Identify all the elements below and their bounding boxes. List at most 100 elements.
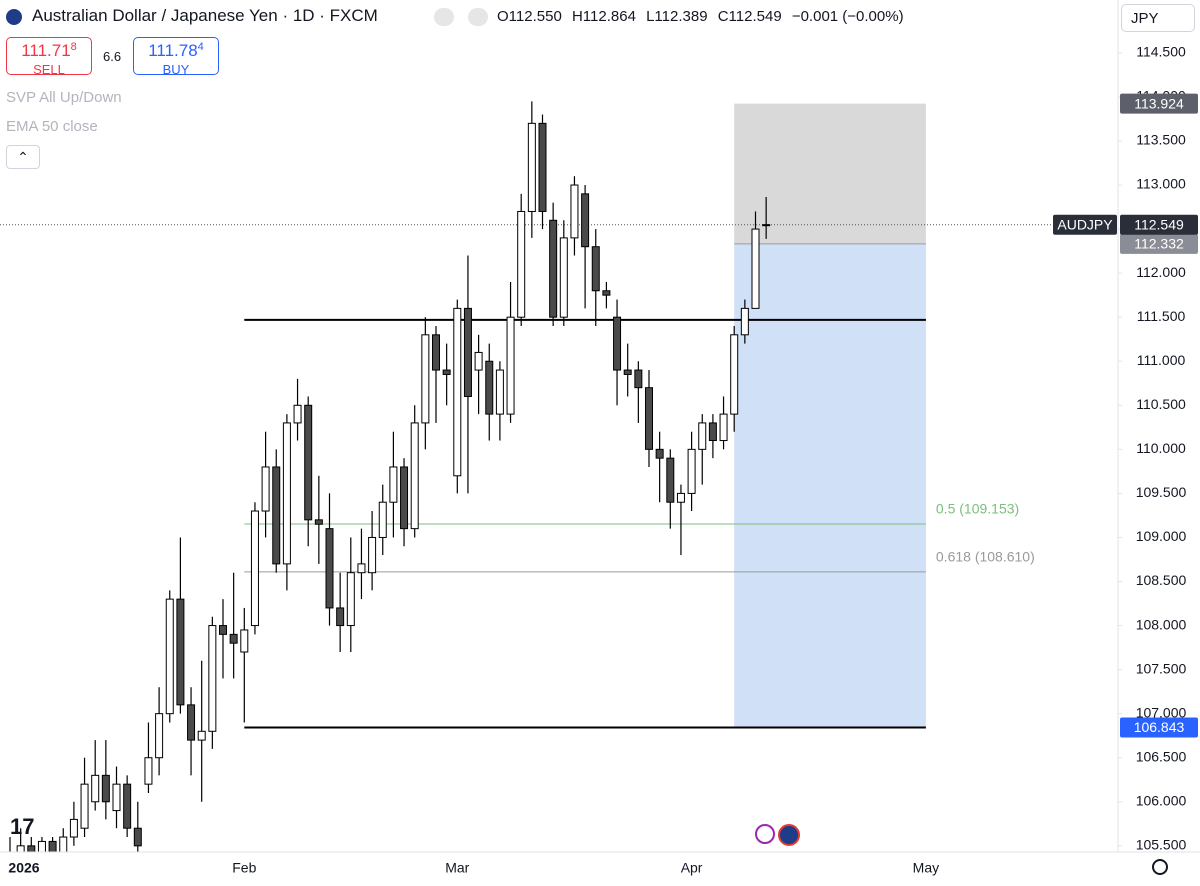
ohlc-item: O112.550: [497, 8, 562, 25]
symbol-flag: [6, 9, 22, 25]
ohlc-change: −0.001 (−0.00%): [791, 8, 904, 25]
target-tag-bg: [1120, 93, 1198, 114]
x-tick-label: Apr: [681, 860, 703, 876]
candle-body: [250, 510, 259, 627]
candle-body: [730, 334, 739, 415]
y-tick-label: 107.500: [1136, 660, 1187, 676]
sell-label: SELL: [33, 62, 65, 77]
symbol-tag-bg: [1053, 214, 1117, 235]
candle-body: [602, 290, 611, 296]
candle-body: [719, 413, 728, 442]
candle-body: [666, 457, 675, 503]
entry-tag-bg: [1120, 233, 1198, 254]
candle-body: [453, 307, 462, 477]
y-tick-label: 111.000: [1137, 352, 1186, 368]
candle-body: [517, 210, 526, 318]
candle-body: [389, 466, 398, 503]
candle-body: [378, 501, 387, 538]
candle-body: [346, 572, 355, 627]
last-price-tag-bg: [1120, 214, 1198, 235]
y-tick-label: 108.000: [1136, 616, 1187, 632]
candle-body: [751, 228, 760, 309]
candle-body: [197, 730, 206, 741]
stop-tag: 106.843: [1134, 719, 1185, 735]
candle-body: [133, 827, 142, 847]
y-tick-label: 108.500: [1136, 572, 1187, 588]
eye-button[interactable]: [434, 8, 454, 26]
more-button[interactable]: [468, 8, 488, 26]
candle-body: [613, 316, 622, 371]
candle-body: [368, 536, 377, 574]
candle-body: [240, 629, 249, 653]
chart-title: Australian Dollar / Japanese Yen · 1D · …: [32, 6, 378, 25]
candle-body: [80, 783, 89, 829]
candle-body: [282, 422, 291, 565]
candle-body: [698, 422, 707, 450]
y-tick-label: 110.500: [1136, 396, 1186, 412]
indicator[interactable]: SVP All Up/Down: [6, 89, 122, 106]
y-tick-label: 106.000: [1136, 792, 1187, 808]
candle-body: [187, 704, 196, 741]
candle-body: [687, 448, 696, 494]
candle-body: [634, 369, 643, 389]
plot: 0.5 (109.153) 0.618 (108.610): [0, 101, 1118, 852]
candle-body: [314, 519, 323, 525]
y-tick-label: 113.500: [1136, 132, 1186, 148]
currency-button[interactable]: JPY: [1121, 4, 1195, 32]
candle-body: [432, 334, 440, 371]
candle-body: [463, 307, 472, 397]
candle-body: [229, 633, 238, 644]
candle-body: [325, 528, 334, 609]
ohlc-label: L: [646, 8, 655, 25]
last-price-tag: 112.549: [1134, 216, 1184, 232]
candle-body: [293, 404, 302, 424]
candle-body: [485, 360, 494, 415]
buy-button[interactable]: 111.784 BUY: [133, 37, 219, 77]
loss-zone: [734, 243, 926, 728]
y-tick-label: 111.500: [1137, 308, 1186, 324]
candle-body: [304, 404, 313, 521]
symbol-tag: AUDJPY: [1057, 216, 1113, 232]
candle-body: [559, 237, 568, 318]
settings-icon[interactable]: [1152, 859, 1168, 875]
sell-button[interactable]: 111.718 SELL: [6, 37, 92, 77]
indicator[interactable]: EMA 50 close: [6, 118, 98, 135]
candle-body: [581, 193, 590, 248]
event-icon[interactable]: [778, 824, 800, 846]
stop-tag-bg: [1120, 717, 1198, 738]
y-tick-label: 112.000: [1136, 264, 1186, 280]
collapse-button[interactable]: ⌃: [6, 145, 40, 169]
y-tick-label: 107.000: [1136, 704, 1187, 720]
candle-body: [549, 219, 558, 318]
x-tick-label: Feb: [232, 860, 256, 876]
y-tick-label: 109.500: [1136, 484, 1187, 500]
candle-body: [442, 369, 451, 375]
candle-body: [155, 713, 164, 759]
y-tick-label: 113.000: [1136, 176, 1186, 192]
ohlc-value: 112.864: [582, 8, 636, 25]
fib-label: 0.618 (108.610): [936, 549, 1035, 565]
candle-body: [176, 598, 185, 706]
candle-body: [527, 122, 536, 212]
ohlc-legend: O112.550 H112.864 L112.389 C112.549 −0.0…: [497, 8, 910, 25]
candle-body: [357, 563, 366, 574]
y-tick-label: 109.000: [1136, 528, 1187, 544]
candle-body: [495, 369, 504, 415]
candle-body: [410, 422, 419, 530]
candle-body: [538, 122, 547, 212]
y-tick-label: 106.500: [1136, 748, 1187, 764]
candle-body: [59, 836, 68, 852]
target-tag: 113.924: [1134, 95, 1184, 111]
currency-label: JPY: [1131, 10, 1159, 27]
x-tick-label: 2026: [8, 860, 39, 876]
event-icon[interactable]: [755, 824, 775, 844]
candle-body: [421, 334, 430, 424]
candle-body: [474, 351, 483, 371]
candle-body: [762, 224, 771, 227]
ohlc-item: C112.549: [718, 8, 782, 25]
y-tick-label: 110.000: [1136, 440, 1186, 456]
candle-body: [623, 369, 632, 375]
buy-pip: 4: [197, 41, 204, 53]
